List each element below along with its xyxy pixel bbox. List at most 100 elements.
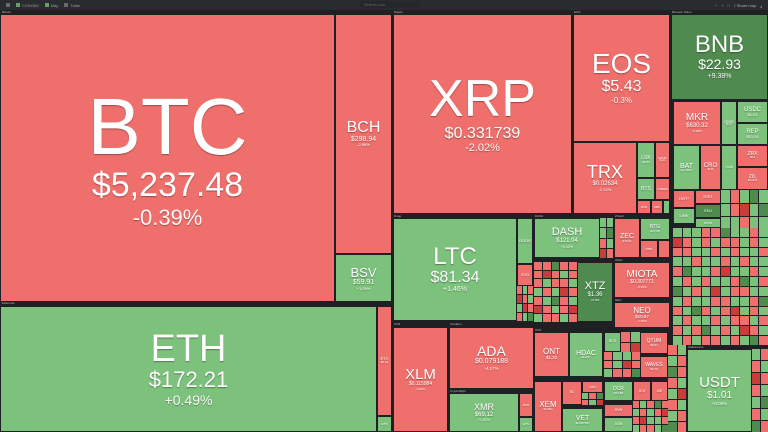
menu-icon bbox=[6, 3, 10, 7]
tile-etn2[interactable]: ETN bbox=[519, 417, 533, 432]
tile-eth[interactable]: ETH $172.21 +0.49% bbox=[0, 306, 377, 432]
tile-iost[interactable]: IOST bbox=[695, 190, 721, 204]
sector-label: Ripple bbox=[394, 10, 403, 14]
tile-usdc[interactable]: USDC $1.01 bbox=[737, 101, 768, 123]
tile-hdac[interactable]: HDAC $0.0577 bbox=[569, 332, 603, 377]
tab-table[interactable]: Table bbox=[64, 3, 80, 8]
tab-map[interactable]: Map bbox=[44, 3, 58, 8]
tile-ark[interactable]: ARK bbox=[651, 200, 663, 214]
tile-etc[interactable]: ETC $6.23 bbox=[377, 306, 392, 416]
tile-omg[interactable]: OMG $1.67 bbox=[721, 101, 737, 145]
tile-xem[interactable]: XEM $0.0603 bbox=[534, 381, 562, 432]
tile-kmd[interactable]: KMD bbox=[640, 240, 658, 258]
sector-label: Ethereum bbox=[2, 301, 16, 305]
tile-qtum[interactable]: QTUM $2.91 bbox=[640, 332, 668, 354]
tile-bnb[interactable]: BNB $22.93 +9.38% bbox=[671, 14, 768, 100]
map-icon bbox=[44, 3, 49, 7]
tile-bch[interactable]: BCH $298.94 -2.88% bbox=[335, 14, 392, 254]
tile-rep[interactable]: REP $21.54 bbox=[737, 123, 768, 145]
tile-cro[interactable]: CRO $0.06 bbox=[700, 145, 721, 190]
zoom-in-button[interactable]: + bbox=[721, 2, 724, 8]
tile-btg[interactable]: BTG $17.38 bbox=[640, 218, 670, 240]
tile-enj[interactable]: ENJ bbox=[695, 204, 721, 218]
tile-zrx[interactable]: ZRX $0.3 bbox=[737, 145, 768, 167]
tile-eos[interactable]: EOS $5.43 -0.3% bbox=[573, 14, 670, 142]
tile-xtz[interactable]: XTZ $1.36 +0.9% bbox=[577, 262, 613, 322]
tile-ae[interactable]: AE bbox=[651, 381, 668, 401]
sector-label: XLM bbox=[394, 322, 401, 326]
tile-neo[interactable]: NEO $10.97 -1.35% bbox=[614, 302, 670, 328]
tile-lsk[interactable]: LSK $2.03 bbox=[637, 142, 655, 178]
sector-label: EOS bbox=[574, 10, 581, 14]
small-coins-grid bbox=[721, 190, 768, 230]
tile-small-2[interactable] bbox=[658, 240, 670, 258]
sector-label: Binance Token bbox=[672, 10, 692, 14]
logo-icon bbox=[16, 3, 20, 7]
tile-xvg[interactable]: XVG bbox=[517, 264, 533, 286]
tile-hsr[interactable]: HSR bbox=[582, 381, 603, 393]
export-button[interactable]: ⤓ bbox=[760, 2, 762, 8]
tile-bsv[interactable]: BSV $59.91 +1.29% bbox=[335, 254, 392, 304]
tile-steem[interactable]: STEEM bbox=[655, 178, 670, 200]
tokens-grid bbox=[673, 228, 768, 345]
sector-label: Bitcoin bbox=[2, 10, 12, 14]
sector-label: NEO bbox=[615, 298, 622, 302]
sector-label: Doge bbox=[394, 214, 402, 218]
tile-btc[interactable]: BTC $5,237.48 -0.39% bbox=[0, 14, 335, 304]
tile-tusd[interactable]: TUSD bbox=[721, 145, 737, 190]
logo[interactable]: COIN360 bbox=[16, 3, 39, 8]
sector-label: DASH bbox=[535, 214, 544, 218]
tile-dcr[interactable]: DCR $21.68 bbox=[604, 381, 633, 401]
tile-ada[interactable]: ADA $0.079188 -4.17% bbox=[449, 327, 534, 389]
table-icon bbox=[64, 3, 69, 7]
sector-label: Stablecoins bbox=[688, 345, 704, 349]
small-grid-7 bbox=[668, 345, 686, 432]
tile-npxs[interactable]: NPXS bbox=[695, 218, 721, 228]
fullscreen-button[interactable]: □ bbox=[727, 2, 730, 8]
tile-xrp[interactable]: XRP $0.331739 -2.02% bbox=[393, 14, 572, 214]
share-map-button[interactable]: ⟨ Share map bbox=[733, 2, 757, 8]
sector-label: CryptoNight bbox=[450, 389, 466, 393]
tile-rvn[interactable]: RVN bbox=[604, 404, 633, 417]
tile-hot[interactable]: HOT* bbox=[673, 190, 695, 208]
tile-waves[interactable]: WAVES $2.79 bbox=[640, 356, 668, 378]
small-grid-6 bbox=[633, 401, 668, 432]
tile-zil[interactable]: ZIL $0.0175 bbox=[737, 167, 768, 190]
toolbar: COIN360 Map Table Search coin − + □ ⟨ Sh… bbox=[0, 0, 768, 10]
tile-small[interactable] bbox=[663, 200, 670, 214]
tile-bcn[interactable]: BCN bbox=[519, 393, 533, 417]
tile-mkr[interactable]: MKR $630.32 -0.93% bbox=[673, 101, 721, 145]
tile-trx[interactable]: TRX $0.02634 -2.12% bbox=[573, 142, 637, 214]
tile-sc[interactable]: SC bbox=[562, 381, 582, 405]
small-grid-3 bbox=[621, 332, 640, 352]
sector-label: ZCash bbox=[615, 214, 624, 218]
tile-icx[interactable]: ICX bbox=[633, 381, 651, 401]
sector-label: Cardano bbox=[450, 322, 462, 326]
zoom-out-button[interactable]: − bbox=[714, 2, 718, 8]
small-grid-5 bbox=[582, 393, 603, 405]
tile-bts[interactable]: BTS bbox=[637, 178, 655, 200]
tile-zec[interactable]: ZEC $70.21 bbox=[614, 218, 640, 258]
tile-miota[interactable]: MIOTA $0.307771 -0.24% bbox=[614, 262, 670, 298]
tile-gxs[interactable]: GXS bbox=[637, 200, 651, 214]
search-input[interactable]: Search coin bbox=[360, 1, 420, 8]
tile-ltc[interactable]: LTC $81.34 +1.46% bbox=[393, 218, 517, 321]
menu-button[interactable] bbox=[6, 3, 10, 7]
tile-bat[interactable]: BAT $0.270007 bbox=[673, 145, 700, 190]
tile-doge[interactable]: DOGE bbox=[517, 218, 533, 264]
sector-label: ONT bbox=[535, 328, 542, 332]
tile-nano[interactable]: NANO $1.40 bbox=[655, 142, 670, 178]
tile-xmr[interactable]: XMR $69.12 +1.51% bbox=[449, 393, 519, 432]
tile-dash[interactable]: DASH $121.94 +0.12% bbox=[534, 218, 600, 258]
tile-vet[interactable]: VET $0.007397 bbox=[562, 408, 603, 432]
tile-usdt[interactable]: USDT $1.01 +0.06% bbox=[687, 349, 752, 432]
ltc-small-grid bbox=[517, 286, 533, 321]
tile-dgb[interactable]: DGB bbox=[604, 417, 633, 432]
tile-ont[interactable]: ONT $1.32 bbox=[534, 332, 569, 377]
tile-bcd[interactable]: BCD bbox=[604, 332, 621, 352]
tile-xlm[interactable]: XLM $0.115984 -0.04% bbox=[393, 327, 448, 432]
other-coins-grid bbox=[534, 262, 577, 322]
tile-link[interactable]: LINK bbox=[673, 208, 695, 224]
tile-etn[interactable]: ETN bbox=[377, 416, 392, 432]
